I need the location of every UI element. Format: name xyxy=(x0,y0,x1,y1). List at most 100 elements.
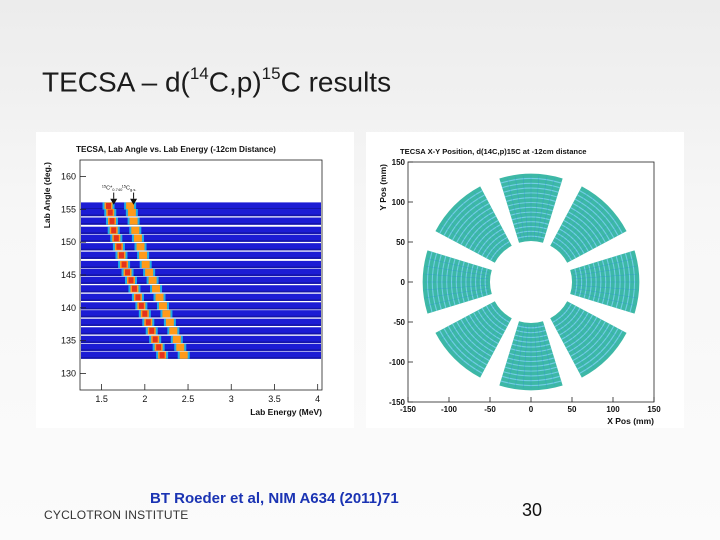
detector-sector xyxy=(499,321,563,391)
sector-speckle xyxy=(441,225,495,260)
peak-core xyxy=(109,218,115,225)
sector-speckle xyxy=(565,218,617,257)
peak-core xyxy=(159,352,165,359)
sector-speckle xyxy=(572,258,635,273)
chart-title: TECSA, Lab Angle vs. Lab Energy (-12cm D… xyxy=(76,145,276,154)
angle-band xyxy=(81,302,321,310)
band-edge xyxy=(81,299,321,301)
angle-band xyxy=(81,234,321,242)
sector-speckle xyxy=(455,206,501,252)
peak-core xyxy=(118,252,124,259)
band-edge xyxy=(81,290,321,293)
peak-warm xyxy=(172,335,181,343)
peak-core xyxy=(116,243,122,250)
detector-sector xyxy=(499,173,563,243)
sector-speckle xyxy=(540,323,555,386)
x-tick-label: 2.5 xyxy=(182,394,195,404)
sector-speckle xyxy=(540,178,555,241)
sector-speckle xyxy=(474,192,509,246)
peak-warm xyxy=(176,343,185,351)
x-tick-label: 4 xyxy=(315,394,320,404)
sector-speckle xyxy=(467,196,506,248)
peak-core xyxy=(149,327,155,334)
slide-title: TECSA – d(14C,p)15C results xyxy=(42,64,392,98)
angle-band xyxy=(81,202,321,210)
detector-sector xyxy=(550,186,627,263)
y-tick-label: 135 xyxy=(61,336,76,346)
peak-warm xyxy=(131,226,140,234)
xy-position-plot-panel: TECSA X-Y Position, d(14C,p)15C at -12cm… xyxy=(366,132,684,428)
sector-speckle xyxy=(533,324,540,388)
page-number: 30 xyxy=(522,500,543,520)
band-edge xyxy=(81,232,321,234)
peak-warm xyxy=(148,276,157,284)
band-edge xyxy=(81,332,321,335)
x-tick-label: 3 xyxy=(229,394,234,404)
x-tick-label: 1.5 xyxy=(95,394,108,404)
peak-warm xyxy=(169,327,178,335)
y-tick-label: 155 xyxy=(61,204,76,214)
sector-speckle xyxy=(445,307,497,346)
peak-core xyxy=(128,277,134,284)
x-tick-label: 150 xyxy=(647,405,661,414)
band-edge xyxy=(81,357,321,359)
peak-warm xyxy=(158,302,167,310)
peak-warm xyxy=(133,234,142,242)
sector-speckle xyxy=(427,291,490,306)
peak-warm xyxy=(179,351,188,359)
citation: BT Roeder et al, NIM A634 (2011)71 xyxy=(150,490,399,507)
sector-speckle xyxy=(567,304,621,339)
peak-warm xyxy=(152,285,161,293)
peak-core xyxy=(113,235,119,242)
peak-core xyxy=(106,203,112,209)
sector-speckle xyxy=(467,316,506,368)
peak-warm xyxy=(139,251,148,259)
peak-core xyxy=(131,285,137,292)
peak-warm xyxy=(127,208,136,217)
sector-speckle xyxy=(573,273,637,280)
peak-warm xyxy=(126,202,135,210)
sector-speckle xyxy=(567,225,621,260)
sector-speckle xyxy=(556,196,595,248)
angle-band xyxy=(81,251,321,259)
x-tick-label: 3.5 xyxy=(268,394,281,404)
sector-speckle xyxy=(572,291,635,306)
angle-band xyxy=(81,293,321,301)
y-axis-label: Y Pos (mm) xyxy=(378,164,388,211)
sector-speckle xyxy=(425,284,489,291)
x-tick-label: -100 xyxy=(441,405,458,414)
peak-core xyxy=(142,310,148,317)
band-edge xyxy=(81,257,321,259)
angle-band xyxy=(81,318,321,326)
sector-speckle xyxy=(450,212,499,255)
peak-core xyxy=(125,269,131,276)
sector-speckle xyxy=(445,218,497,257)
y-tick-label: -150 xyxy=(389,398,406,407)
x-tick-label: 100 xyxy=(606,405,620,414)
annotation-arrow-head xyxy=(110,198,118,205)
y-tick-label: 130 xyxy=(61,369,76,379)
peak-core xyxy=(111,227,117,234)
angle-band xyxy=(81,335,321,343)
detector-sector xyxy=(422,250,492,314)
y-tick-label: 160 xyxy=(61,171,76,181)
peak-warm xyxy=(155,293,164,301)
sector-speckle xyxy=(425,266,489,276)
sector-speckle xyxy=(461,314,504,363)
sector-speckle xyxy=(561,312,607,358)
sector-speckle xyxy=(425,273,489,280)
sector-speckle xyxy=(565,307,617,346)
sector-speckle xyxy=(563,212,612,255)
band-edge xyxy=(81,282,321,284)
detector-sector xyxy=(435,301,512,378)
peak-core xyxy=(156,344,162,351)
sector-speckle xyxy=(515,176,525,240)
sector-speckle xyxy=(573,284,637,291)
x-axis-label: X Pos (mm) xyxy=(607,416,654,426)
sector-speckle xyxy=(515,324,525,388)
x-axis-label: Lab Energy (MeV) xyxy=(250,407,322,417)
sector-speckle xyxy=(537,324,547,388)
band-edge xyxy=(81,248,321,251)
y-tick-label: 0 xyxy=(401,278,406,287)
y-tick-label: 140 xyxy=(61,303,76,313)
